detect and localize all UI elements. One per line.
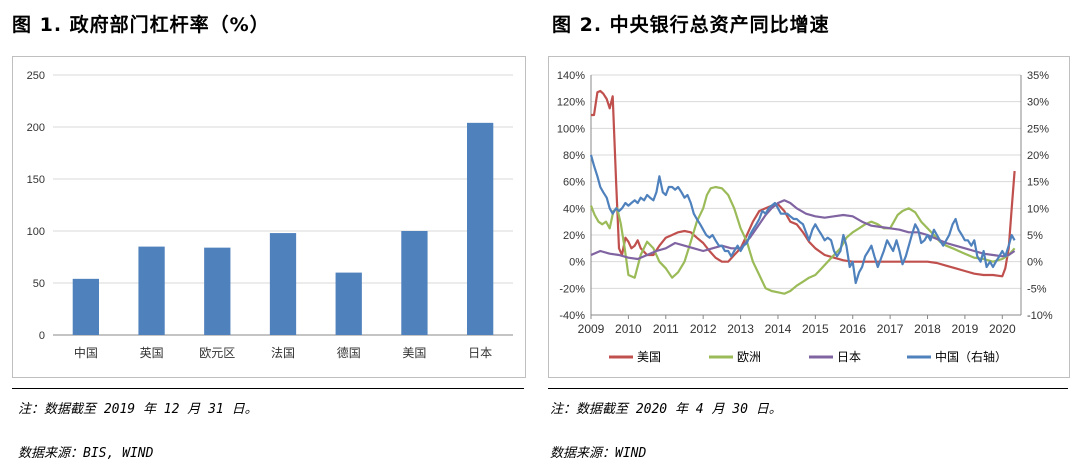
x-tick-label: 2020 [989, 322, 1016, 336]
bar-4 [335, 272, 362, 335]
x-category-label: 欧元区 [199, 346, 235, 360]
series-line-3 [589, 154, 1016, 285]
x-tick-label: 2015 [802, 322, 829, 336]
bar-3 [269, 233, 297, 335]
figure-1-note: 注：数据截至 2019 年 12 月 31 日。 [18, 402, 258, 417]
x-category-label: 中国 [74, 345, 98, 360]
y-left-tick-label: 100% [557, 123, 585, 135]
y-right-tick-label: 0% [1027, 257, 1043, 269]
y-left-tick-label: 20% [563, 230, 585, 242]
bar-chart-frame: 0 50 100 150 200 250 中国 英国 欧元区 法国 德国 美国 日本 [12, 56, 526, 378]
series-line-1 [589, 185, 1016, 295]
x-category-label: 美国 [402, 346, 426, 360]
x-tick-label: 2011 [653, 322, 679, 336]
y-left-tick-label: 140% [557, 70, 585, 82]
x-tick-label: 2012 [690, 322, 717, 336]
divider-line [548, 388, 1068, 389]
legend-label: 日本 [837, 350, 861, 364]
y-right-tick-label: 20% [1027, 150, 1049, 162]
line-chart: -40% -20% 0% 20% 40% 60% 80% 100% 120% 140% -10% -5… [557, 70, 1053, 364]
y-tick-label: 50 [33, 278, 45, 290]
bar-6 [467, 122, 494, 335]
y-right-tick-label: -10% [1027, 310, 1053, 322]
x-category-label: 英国 [140, 346, 164, 360]
bar-2 [204, 247, 231, 335]
x-tick-label: 2009 [578, 322, 605, 336]
y-tick-label: 250 [27, 70, 45, 82]
x-tick-label: 2018 [914, 322, 941, 336]
bar-1 [138, 246, 165, 335]
x-tick-label: 2016 [839, 322, 866, 336]
figure-2-title: 图 2. 中央银行总资产同比增速 [552, 14, 830, 36]
figure-2-source: 数据来源：WIND [550, 446, 647, 461]
bar-chart: 0 50 100 150 200 250 中国 英国 欧元区 法国 德国 美国 日本 [27, 70, 513, 360]
x-tick-label: 2013 [727, 322, 754, 336]
figure-2-panel: 图 2. 中央银行总资产同比增速 -40% -20% 0% 20% 40% 60% 80% 1… [540, 0, 1080, 466]
y-right-tick-label: -5% [1027, 283, 1047, 295]
legend-label: 欧洲 [737, 350, 761, 364]
legend-label: 美国 [637, 350, 661, 364]
series-line-2 [590, 199, 1016, 261]
bar-0 [72, 278, 99, 335]
y-right-tick-label: 25% [1027, 123, 1049, 135]
figure-1-title: 图 1. 政府部门杠杆率（%） [12, 14, 270, 36]
y-tick-label: 0 [39, 330, 45, 342]
x-category-label: 德国 [337, 345, 361, 360]
divider-line [12, 388, 524, 389]
y-left-tick-label: 60% [563, 177, 585, 189]
y-left-tick-label: -40% [559, 310, 585, 322]
y-left-tick-label: 0% [569, 257, 585, 269]
y-right-tick-label: 15% [1027, 177, 1049, 189]
x-tick-label: 2010 [615, 322, 642, 336]
y-left-tick-label: 120% [557, 97, 585, 109]
x-tick-label: 2014 [765, 322, 792, 336]
x-category-label: 法国 [271, 346, 295, 360]
line-chart-frame: -40% -20% 0% 20% 40% 60% 80% 100% 120% 140% -10% -5… [548, 56, 1070, 378]
y-tick-label: 150 [27, 174, 45, 186]
y-left-tick-label: 40% [563, 203, 585, 215]
x-tick-label: 2019 [952, 322, 979, 336]
y-right-tick-label: 10% [1027, 203, 1049, 215]
figure-2-note: 注：数据截至 2020 年 4 月 30 日。 [550, 402, 782, 417]
figure-1-source: 数据来源：BIS, WIND [18, 446, 154, 461]
y-tick-label: 100 [27, 226, 45, 238]
y-right-tick-label: 5% [1027, 230, 1043, 242]
y-left-tick-label: 80% [563, 150, 585, 162]
x-category-label: 日本 [468, 346, 492, 360]
bar-5 [401, 231, 428, 335]
y-left-tick-label: -20% [559, 283, 585, 295]
y-right-tick-label: 35% [1027, 70, 1049, 82]
x-tick-label: 2017 [877, 322, 904, 336]
y-right-tick-label: 30% [1027, 97, 1049, 109]
figure-1-panel: 图 1. 政府部门杠杆率（%） 0 50 100 150 200 250 中国 英国 欧元区 法国… [12, 14, 526, 461]
y-tick-label: 200 [27, 122, 45, 134]
legend-label: 中国（右轴） [935, 349, 1007, 364]
